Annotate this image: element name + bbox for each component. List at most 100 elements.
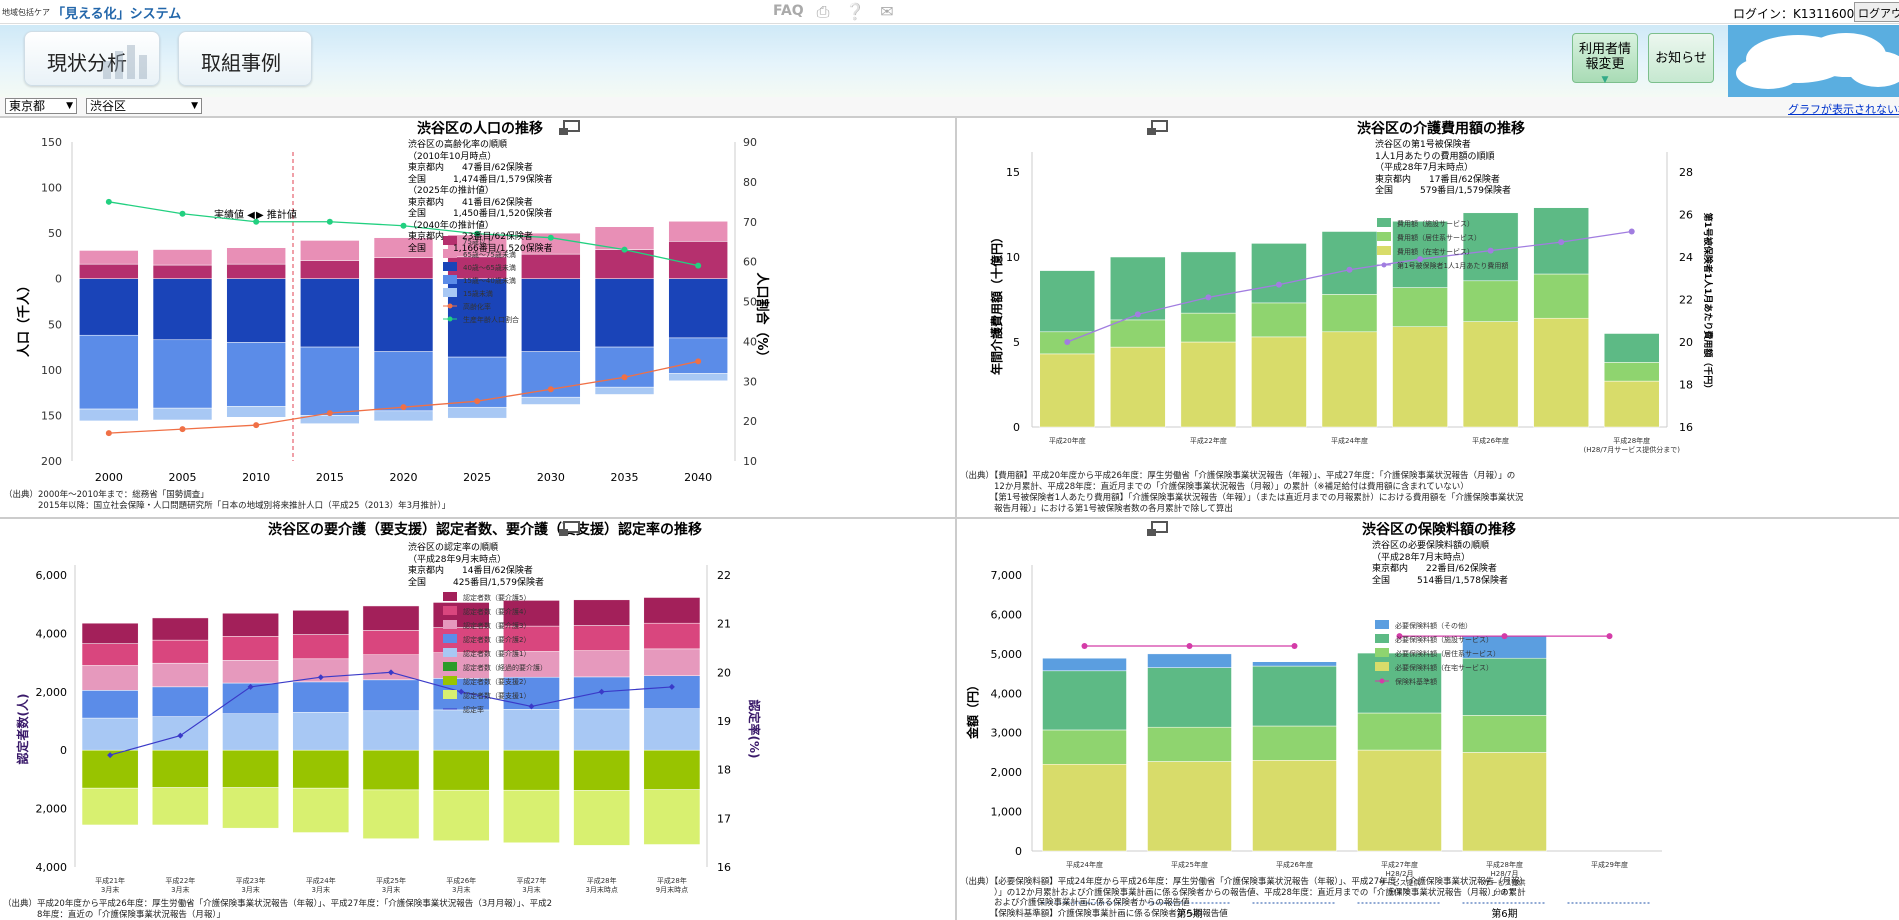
mail-icon[interactable]: ✉	[880, 2, 894, 21]
line-point	[400, 222, 407, 229]
bar-segment	[1147, 761, 1232, 852]
bar-segment	[1462, 715, 1547, 753]
bar-segment	[1533, 317, 1589, 428]
y2-tick-label: 20	[1679, 336, 1693, 349]
source-line: 8年度：直近の「介護保険事業状況報告（月報）」	[3, 909, 226, 920]
bar-segment	[222, 713, 279, 751]
bar-segment	[292, 681, 350, 713]
x-tick-label: 平成27年度	[1381, 860, 1418, 869]
bar-segment	[432, 749, 490, 791]
bar-segment	[503, 709, 560, 751]
line-point	[326, 410, 333, 417]
legend-label: 75歳以上	[463, 237, 493, 246]
x-tick-label: 平成25年	[376, 876, 406, 885]
period-label: 第6期	[1491, 907, 1517, 920]
rank-note-line: 東京都内 41番目/62保険者	[408, 197, 533, 208]
legend-swatch	[1375, 634, 1389, 643]
bar-segment	[1462, 212, 1519, 282]
bar-segment	[81, 665, 139, 691]
y-tick-label: 10	[1006, 251, 1020, 264]
y2-tick-label: 90	[743, 136, 757, 149]
logout-button[interactable]: ログアウト	[1854, 2, 1899, 22]
x-tick-label: 平成24年度	[1331, 436, 1368, 445]
x-tick-label: 2005	[169, 471, 197, 484]
app-name[interactable]: 「見える化」システム	[52, 7, 182, 22]
bar-segment	[521, 232, 581, 255]
x-tick-label: 3月末	[452, 885, 470, 894]
y-tick-label: 200	[41, 455, 62, 468]
legend-label: 費用額（施設サービス）	[1397, 219, 1474, 228]
rank-note-line: （2010年10月時点）	[408, 151, 497, 162]
bar-segment	[292, 749, 350, 789]
bar-segment	[521, 253, 581, 279]
bar-segment	[152, 407, 213, 421]
x-tick-label: 2000	[95, 471, 123, 484]
bar-segment	[668, 337, 728, 374]
care-cost-chart: 0 5 10 15 16 18 20 22 24 26 28 年間介護費用額（十億円） 第1号被保険者1…	[989, 152, 1714, 454]
legend-swatch	[1377, 246, 1391, 255]
news-button[interactable]: お知らせ	[1648, 33, 1714, 83]
period-label: 第5期	[1176, 907, 1202, 920]
bar-segment	[643, 675, 701, 709]
user-info-button[interactable]: 利用者情報変更 ▼	[1572, 33, 1638, 85]
line-point	[1134, 311, 1141, 318]
bar-segment	[1321, 331, 1378, 428]
bar-segment	[151, 617, 209, 641]
line-point	[458, 688, 465, 695]
bar-segment	[668, 241, 728, 279]
bar-segment	[292, 610, 350, 635]
faq-link[interactable]: FAQ	[773, 3, 804, 19]
bar-segment	[643, 597, 701, 624]
x-tick-label: 平成25年度	[1171, 860, 1208, 869]
popup-window-icon[interactable]	[1146, 120, 1168, 136]
bar-segment	[573, 599, 631, 626]
source-line: 報告月報）」における第1号被保険者数の各月累計で除して算出	[960, 504, 1233, 514]
line-point	[668, 683, 675, 690]
help-icon[interactable]: ❔	[845, 2, 865, 21]
x-tick-label: 平成27年	[516, 876, 546, 885]
legend-label: 認定者数（要支援1）	[463, 691, 530, 700]
y-tick-label: 4,000	[991, 687, 1023, 700]
line-point	[1186, 642, 1193, 649]
y-axis-label: 金額（円）	[965, 679, 980, 740]
bar-segment	[1603, 333, 1660, 363]
legend-swatch	[443, 620, 457, 629]
popup-window-icon[interactable]	[1146, 521, 1168, 537]
city-select[interactable]: 渋谷区 ▼	[86, 98, 202, 114]
bar-segment	[1251, 302, 1307, 338]
bar-segment	[1042, 657, 1127, 672]
y2-tick-label: 22	[1679, 294, 1693, 307]
rank-note-line: 全国 1,166番目/1,520保険者	[408, 243, 553, 254]
print-icon[interactable]: ⎙	[816, 2, 830, 21]
case-studies-button[interactable]: 取組事例	[178, 31, 312, 86]
x-tick-label: (H28/7月サービス提供分まで)	[1583, 445, 1680, 454]
y-axis-label: 年間介護費用額（十億円）	[989, 231, 1004, 375]
divider	[0, 116, 1899, 118]
bar-segment	[1042, 670, 1127, 731]
legend-label: 必要保険料額（居住系サービス）	[1395, 649, 1500, 658]
graph-help-link[interactable]: グラフが表示されない場合	[1788, 103, 1899, 116]
filter-bar: 東京都 ▼ 渋谷区 ▼	[0, 97, 1899, 116]
legend-swatch	[443, 275, 457, 284]
legend-swatch	[447, 316, 453, 322]
x-tick-label: 平成28年度	[1613, 436, 1650, 445]
bar-segment	[573, 625, 631, 651]
legend-swatch	[443, 676, 457, 685]
bar-segment	[373, 257, 434, 279]
line-point	[621, 374, 628, 381]
current-analysis-button[interactable]: 現状分析	[24, 31, 160, 86]
x-tick-label: 平成29年度	[1591, 860, 1628, 869]
bar-segment	[373, 237, 434, 259]
certification-chart-title: 渋谷区の要介護（要支援）認定者数、要介護（要支援）認定率の推移	[268, 522, 702, 538]
x-tick-label: 平成26年	[446, 876, 476, 885]
bar-segment	[1180, 341, 1237, 428]
legend-label: 高齢化率	[463, 302, 491, 311]
bar-segment	[643, 648, 701, 676]
rank-note-line: 全国 1,474番目/1,579保険者	[408, 174, 553, 185]
bar-segment	[668, 221, 728, 242]
popup-window-icon[interactable]	[558, 120, 580, 136]
x-tick-label: 3月末	[241, 885, 259, 894]
popup-window-icon[interactable]	[558, 521, 580, 537]
prefecture-select[interactable]: 東京都 ▼	[5, 98, 77, 114]
rank-note-line: （平成28年7月末時点）	[1372, 552, 1471, 563]
